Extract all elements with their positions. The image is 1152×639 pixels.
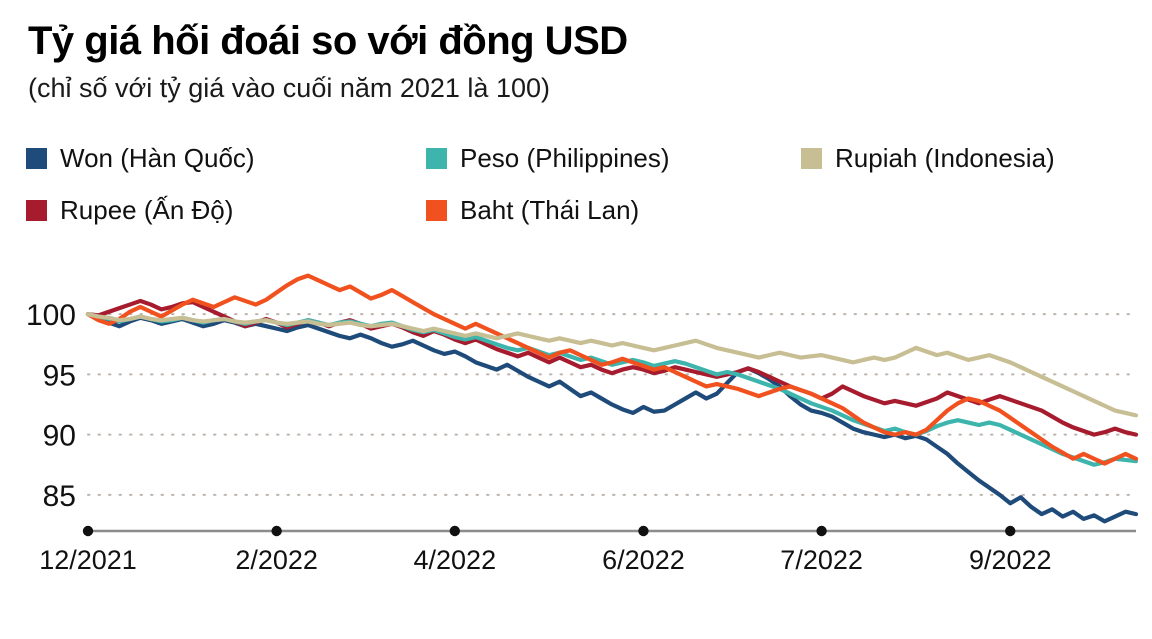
y-axis-tick-label: 100 (26, 299, 76, 332)
legend-label-won: Won (Hàn Quốc) (60, 143, 255, 173)
legend-swatch-won-icon (26, 147, 47, 169)
page-title: Tỷ giá hối đoái so với đồng USD (28, 19, 628, 63)
x-axis-tick-dot (638, 525, 649, 537)
legend-item-rupee[interactable]: Rupee (Ấn Độ) (26, 190, 426, 230)
x-axis-tick-label: 9/2022 (969, 545, 1052, 575)
legend-label-rupiah: Rupiah (Indonesia) (835, 143, 1055, 173)
y-axis-labels-group: 85 90 95 100 (26, 299, 76, 513)
legend-item-empty (801, 190, 1121, 230)
legend-label-peso: Peso (Philippines) (460, 143, 670, 173)
legend-item-peso[interactable]: Peso (Philippines) (426, 138, 801, 178)
legend-row-2: Rupee (Ấn Độ) Baht (Thái Lan) (26, 190, 1126, 242)
legend-item-rupiah[interactable]: Rupiah (Indonesia) (801, 138, 1121, 178)
x-axis-tick-label: 12/2021 (39, 545, 137, 575)
page-subtitle: (chỉ số với tỷ giá vào cuối năm 2021 là … (28, 73, 550, 103)
y-axis-tick-label: 85 (43, 480, 76, 513)
x-axis-tick-dot (1005, 525, 1016, 537)
x-axis-tick-label: 2/2022 (235, 545, 318, 575)
series-line-won (85, 312, 1139, 524)
x-axis-tick-label: 4/2022 (414, 545, 497, 575)
y-axis-tick-label: 95 (43, 359, 76, 392)
x-axis-tick-dot (271, 525, 282, 537)
x-axis-tick-dot (449, 525, 460, 537)
series-group (85, 273, 1139, 524)
line-chart-svg: 85 90 95 100 12/2021 2/2022 4/2022 6/2022 7/202… (26, 273, 1139, 575)
x-axis-tick-dot (816, 525, 827, 537)
chart-legend: Won (Hàn Quốc) Peso (Philippines) Rupiah… (26, 138, 1126, 242)
x-axis-tick-label: 7/2022 (780, 545, 863, 575)
y-axis-tick-label: 90 (43, 420, 76, 453)
legend-swatch-peso-icon (426, 147, 447, 169)
legend-label-baht: Baht (Thái Lan) (460, 195, 640, 225)
series-line-peso (85, 312, 1139, 467)
x-axis-tick-dot (82, 525, 94, 537)
series-line-baht (85, 273, 1139, 466)
legend-row-1: Won (Hàn Quốc) Peso (Philippines) Rupiah… (26, 138, 1126, 190)
x-axis-group (82, 525, 1136, 537)
legend-item-won[interactable]: Won (Hàn Quốc) (26, 138, 426, 178)
series-line-rupiah (85, 312, 1139, 418)
chart-header: Tỷ giá hối đoái so với đồng USD (chỉ số … (28, 18, 1128, 104)
chart-plot-area: 85 90 95 100 12/2021 2/2022 4/2022 6/2022 7/202… (0, 240, 1152, 580)
legend-item-baht[interactable]: Baht (Thái Lan) (426, 190, 801, 230)
legend-swatch-rupiah-icon (801, 147, 822, 169)
x-axis-tick-label: 6/2022 (602, 545, 685, 575)
legend-label-rupee: Rupee (Ấn Độ) (60, 195, 234, 225)
x-axis-labels-group: 12/2021 2/2022 4/2022 6/2022 7/2022 9/2022 (39, 545, 1051, 575)
legend-swatch-rupee-icon (26, 199, 47, 221)
legend-swatch-baht-icon (426, 199, 447, 221)
